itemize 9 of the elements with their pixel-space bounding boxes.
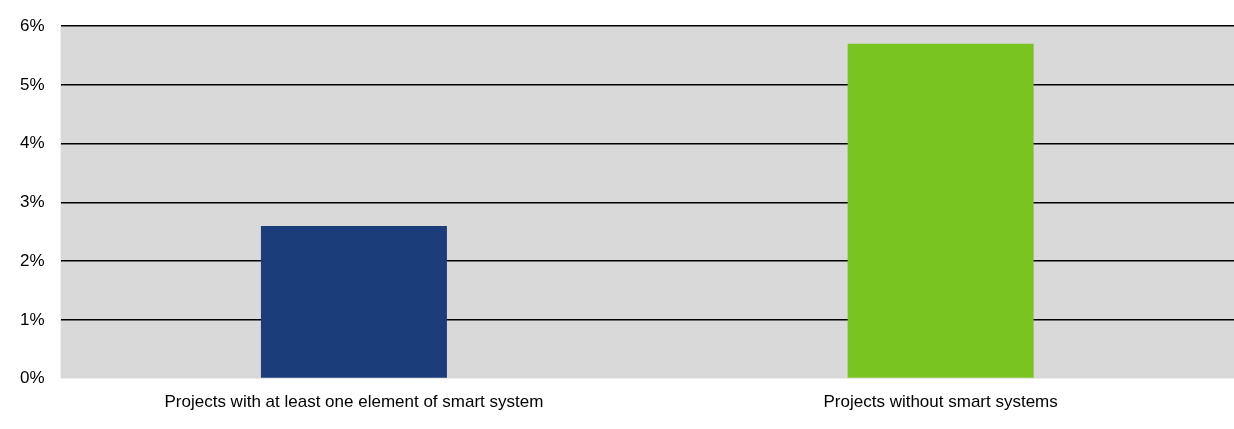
y-tick-label: 6% bbox=[19, 15, 45, 35]
y-tick-label: 4% bbox=[19, 133, 45, 153]
y-tick-label: 1% bbox=[19, 309, 45, 329]
y-tick-label: 0% bbox=[19, 368, 45, 388]
y-tick-label: 3% bbox=[19, 192, 45, 212]
x-tick-label: Projects without smart systems bbox=[823, 392, 1058, 412]
y-tick-label: 2% bbox=[19, 250, 45, 270]
x-tick-label: Projects with at least one element of smart system bbox=[164, 392, 544, 412]
y-tick-label: 5% bbox=[19, 74, 45, 94]
